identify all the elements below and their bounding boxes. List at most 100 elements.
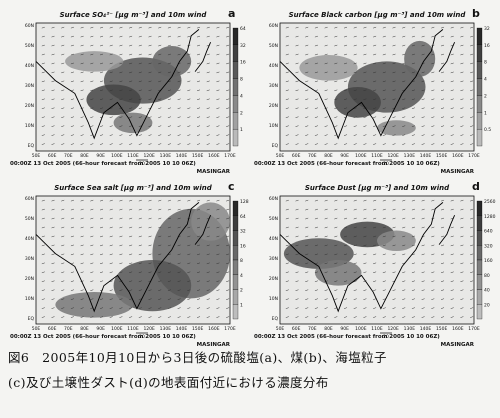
wind-arrow [343,134,348,136]
wind-arrow [167,44,171,47]
wind-arrow [216,217,220,220]
wind-arrow [51,107,55,109]
wind-arrow [41,62,45,65]
wind-arrow [285,262,289,265]
wind-arrow [129,143,133,145]
shading [191,202,231,241]
colorbar-swatch [232,259,239,275]
wind-arrow [70,235,74,238]
wind-arrow [90,26,94,29]
wind-arrow [70,307,74,309]
wind-arrow [138,307,142,309]
wind-arrow [196,116,201,118]
wind-arrow [109,217,113,220]
wind-arrow [51,226,55,229]
wind-arrow [148,125,152,127]
wind-arrow [90,298,94,300]
lat-label: 30N [269,83,278,89]
wind-arrow [373,298,377,300]
wind-arrow [187,80,191,83]
wind-arrow [353,298,357,300]
wind-arrow [80,98,84,101]
wind-arrow [314,125,318,127]
wind-arrow [80,226,84,229]
wind-arrow [138,316,142,318]
wind-arrow [158,217,162,220]
wind-arrow [470,143,474,145]
wind-arrow [363,125,367,127]
wind-arrow [421,44,425,47]
wind-arrow [363,199,367,202]
colorbar-swatch [232,44,239,62]
wind-arrow [216,253,220,256]
wind-arrow [138,107,142,109]
wind-arrow [411,35,415,38]
wind-arrow [90,71,94,74]
wind-arrow [392,271,396,274]
wind-arrow [334,62,338,65]
wind-arrow [411,199,415,202]
wind-arrow [470,89,474,92]
wind-arrow [99,26,104,29]
wind-arrow [216,289,220,291]
lon-label: 140E [420,326,432,332]
wind-arrow [206,89,210,92]
wind-arrow [51,298,55,300]
wind-arrow [402,107,406,109]
wind-arrow [158,26,162,29]
wind-arrow [295,98,299,101]
wind-arrow [343,26,348,29]
wind-arrow [129,116,133,118]
colorbar-label: 0.5 [484,127,491,133]
wind-arrow [99,298,104,300]
wind-arrow [206,26,210,29]
lat-label: 30N [25,83,34,89]
wind-arrow [334,26,338,29]
wind-arrow [314,253,318,256]
wind-arrow [411,53,415,56]
wind-arrow [314,26,318,29]
panel-title: Surface SO₄²⁻ [μg m⁻³] and 10m wind [60,11,208,19]
wind-arrow [392,89,396,92]
wind-arrow [61,107,65,109]
wind-arrow [148,143,152,145]
colorbar-label: 8 [240,258,243,264]
wind-arrow [470,125,474,127]
wind-arrow [51,307,55,309]
wind-arrow [61,116,65,118]
wind-arrow [402,62,406,65]
wind-arrow [119,143,123,145]
wind-arrow [295,44,299,47]
wind-arrow [324,143,328,145]
wind-arrow [440,26,445,29]
lon-label: 160E [208,153,220,159]
wind-arrow [70,53,74,56]
wind-arrow [392,262,396,265]
wind-arrow [285,208,289,211]
wind-arrow [129,26,133,29]
wind-arrow [226,271,230,274]
wind-arrow [226,62,230,65]
wind-arrow [41,134,45,136]
wind-arrow [295,80,299,83]
wind-arrow [411,298,415,300]
wind-arrow [305,98,309,101]
wind-arrow [109,107,113,109]
colorbar-swatch [476,304,483,320]
wind-arrow [99,143,104,145]
wind-arrow [353,262,357,265]
lon-label: 60E [48,326,57,332]
wind-arrow [158,35,162,38]
wind-arrow [353,244,357,247]
colorbar-label: 128 [240,199,249,205]
wind-arrow [90,98,94,101]
coastline [279,29,444,140]
wind-arrow [363,226,367,229]
wind-arrow [305,116,309,118]
lon-label: 150E [192,326,204,332]
shading [113,260,192,312]
wind-arrow [129,208,133,211]
wind-arrow [80,80,84,83]
lon-label: 110E [127,326,139,332]
wind-arrow [402,134,406,136]
